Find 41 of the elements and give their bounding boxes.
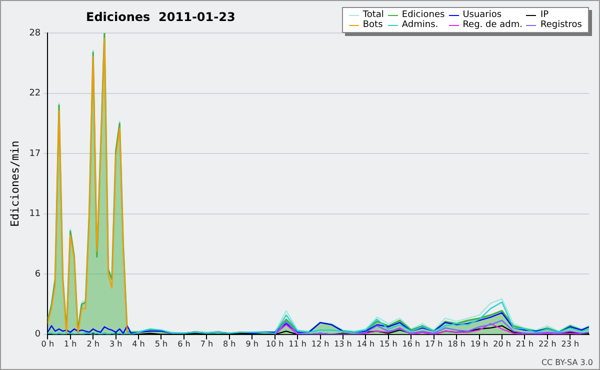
y-tick-label: 11: [29, 209, 41, 220]
x-tick-label: 7 h: [200, 339, 214, 348]
x-tick-label: 9 h: [246, 339, 258, 348]
x-tick-label: 6 h: [178, 339, 190, 348]
x-tick-label: 16 h: [402, 339, 420, 348]
y-tick-label: 22: [29, 88, 41, 99]
legend-label: Admins.: [402, 20, 438, 30]
x-tick-label: 18 h: [448, 339, 466, 348]
x-tick-label: 11 h: [288, 339, 306, 348]
legend-label: Usuarios: [462, 10, 502, 20]
x-tick-label: 20 h: [493, 339, 511, 348]
x-tick-label: 21 h: [516, 339, 534, 348]
x-tick-label: 10 h: [266, 339, 284, 348]
legend-label: IP: [540, 10, 549, 20]
x-tick-label: 15 h: [380, 339, 398, 348]
y-axis-title: Ediciones/min: [8, 140, 22, 227]
x-tick-label: 3 h: [109, 339, 122, 348]
legend-label: Ediciones: [402, 10, 445, 20]
legend-label: Total: [362, 10, 384, 20]
x-tick-label: 12 h: [311, 339, 330, 348]
y-tick-label: 6: [34, 269, 41, 280]
x-tick-label: 1 h: [64, 339, 77, 348]
x-tick-label: 17 h: [424, 339, 443, 348]
x-tick-label: 4 h: [132, 339, 145, 348]
x-tick-label: 19 h: [470, 339, 488, 348]
x-tick-label: 13 h: [334, 339, 352, 348]
y-tick-label: 0: [34, 330, 41, 340]
x-tick-label: 23 h: [561, 339, 580, 348]
legend-label: Bots: [362, 20, 383, 30]
x-tick-label: 5 h: [154, 339, 168, 348]
legend-label: Registros: [540, 20, 582, 30]
text: CC BY-SA 3.0: [541, 358, 593, 367]
x-tick-label: 8 h: [223, 339, 236, 348]
chart-title: Ediciones 2011-01-23: [86, 10, 236, 24]
x-tick-label: 0 h: [41, 339, 54, 348]
x-tick-label: 2 h: [86, 339, 100, 348]
y-tick-label: 28: [29, 28, 41, 38]
legend-label: Reg. de adm.: [462, 20, 522, 30]
y-tick-label: 17: [29, 148, 41, 159]
x-tick-label: 14 h: [356, 339, 375, 348]
x-tick-label: 22 h: [538, 339, 556, 348]
